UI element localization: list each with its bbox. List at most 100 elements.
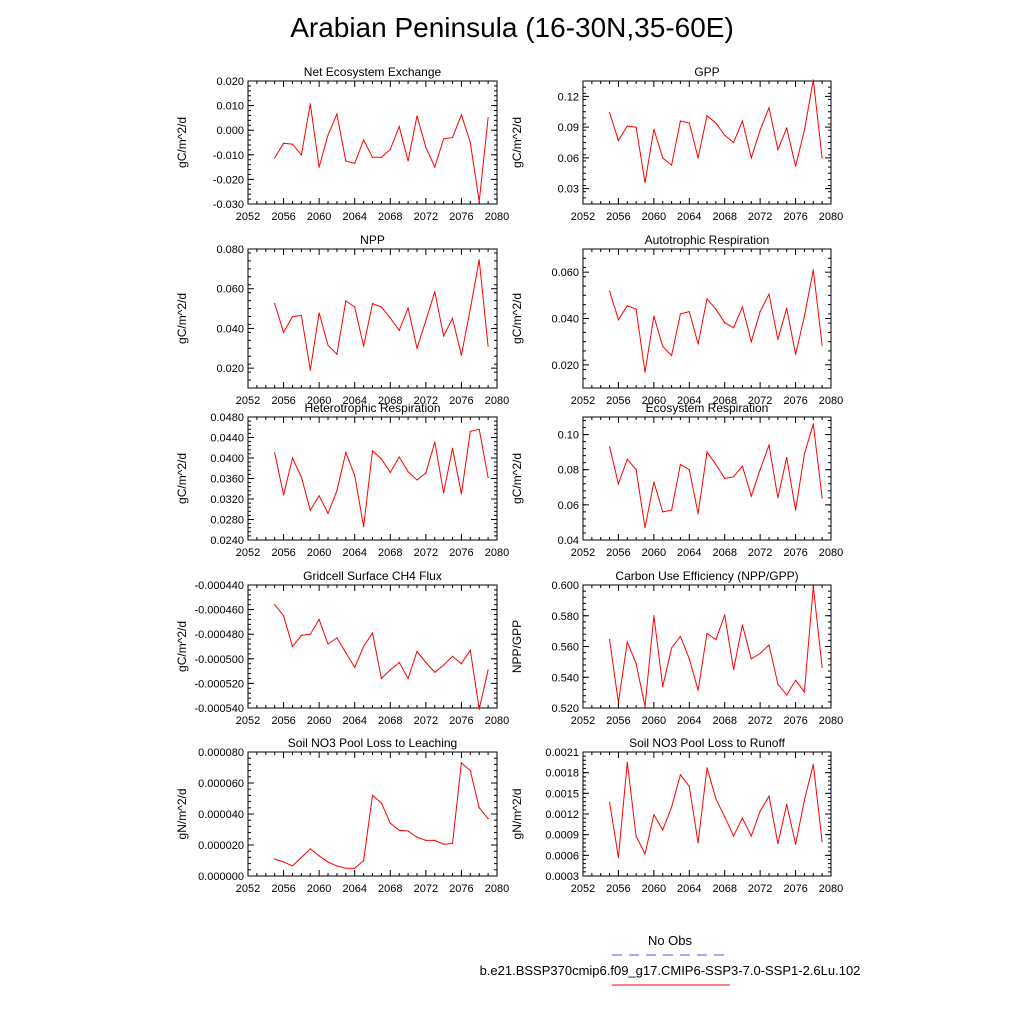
data-point xyxy=(291,865,294,867)
data-point xyxy=(759,810,761,812)
data-point xyxy=(354,162,356,165)
data-point xyxy=(371,632,374,634)
data-point xyxy=(750,495,752,497)
x-tick-label: 2060 xyxy=(642,547,666,559)
x-tick-label: 2064 xyxy=(342,715,366,727)
data-point xyxy=(336,490,338,492)
data-point xyxy=(389,317,391,319)
data-point xyxy=(345,652,347,654)
y-axis-label: gN/m^2/d xyxy=(175,789,189,840)
x-tick-label: 2068 xyxy=(712,395,736,407)
data-point xyxy=(309,633,311,635)
data-point xyxy=(300,856,302,859)
panel-title: GPP xyxy=(694,65,719,79)
series-line xyxy=(274,103,489,202)
x-tick-label: 2056 xyxy=(606,715,630,727)
data-point xyxy=(670,806,673,808)
data-point xyxy=(688,310,690,313)
plot-frame xyxy=(582,80,832,205)
data-point xyxy=(336,353,338,355)
data-point xyxy=(487,669,489,671)
data-point xyxy=(460,663,463,665)
data-point xyxy=(662,829,664,831)
y-tick-label: 0.580 xyxy=(551,611,579,623)
x-tick-label: 2060 xyxy=(642,715,666,727)
data-point xyxy=(478,428,480,430)
x-tick-label: 2052 xyxy=(236,395,260,407)
y-axis-label: gC/m^2/d xyxy=(510,453,524,504)
data-point xyxy=(380,802,382,804)
data-point xyxy=(794,843,797,845)
data-point xyxy=(715,122,717,124)
x-tick-label: 2056 xyxy=(606,547,630,559)
data-point xyxy=(732,327,735,329)
data-point xyxy=(309,509,311,511)
plot-frame xyxy=(247,80,498,205)
data-point xyxy=(670,509,673,511)
y-tick-label: 0.000000 xyxy=(198,871,244,883)
y-tick-label: 0.0021 xyxy=(545,747,579,759)
data-point xyxy=(697,157,699,159)
series-line xyxy=(609,269,823,373)
x-tick-label: 2076 xyxy=(783,883,807,895)
panel-9: 2052 2056 2060 2064 2068 2072 2076 2080 0.0003 0.… xyxy=(510,736,843,895)
x-tick-label: 2080 xyxy=(819,547,843,559)
panel-3: 2052 2056 2060 2064 2068 2072 2076 2080 0.020 0.0… xyxy=(510,233,843,407)
y-tick-label: 0.080 xyxy=(216,244,244,256)
y-axis-label: gC/m^2/d xyxy=(510,117,524,168)
data-point xyxy=(724,322,726,324)
series-line xyxy=(274,259,489,371)
x-tick-label: 2076 xyxy=(449,547,473,559)
panel-6: 2052 2056 2060 2064 2068 2072 2076 2080 -0.00054… xyxy=(175,569,509,727)
data-point xyxy=(443,492,445,494)
series-line xyxy=(609,586,823,707)
data-point xyxy=(291,645,294,648)
plot-frame xyxy=(247,248,498,389)
data-point xyxy=(803,129,806,131)
data-point xyxy=(821,666,823,668)
data-point xyxy=(460,114,463,116)
data-point xyxy=(812,763,814,766)
data-point xyxy=(617,319,620,321)
data-point xyxy=(715,308,717,310)
y-tick-label: 0.0003 xyxy=(545,871,579,883)
x-tick-label: 2072 xyxy=(414,547,438,559)
data-point xyxy=(697,343,699,345)
data-point xyxy=(617,856,620,859)
x-tick-label: 2060 xyxy=(307,883,331,895)
data-point xyxy=(300,634,302,637)
panel-1: 2052 2056 2060 2064 2068 2072 2076 2080 0.03 0.06… xyxy=(510,65,843,223)
data-point xyxy=(318,618,320,621)
data-point xyxy=(336,637,338,639)
data-point xyxy=(724,614,726,616)
data-point xyxy=(398,125,400,128)
data-point xyxy=(759,652,761,655)
data-point xyxy=(451,136,454,139)
x-tick-label: 2072 xyxy=(414,883,438,895)
x-tick-label: 2072 xyxy=(414,211,438,223)
data-point xyxy=(679,774,682,776)
data-point xyxy=(487,117,489,119)
x-tick-label: 2056 xyxy=(271,395,295,407)
data-point xyxy=(777,683,779,685)
data-point xyxy=(759,469,761,471)
data-point xyxy=(617,139,620,142)
x-tick-label: 2052 xyxy=(571,211,595,223)
x-tick-label: 2080 xyxy=(485,211,509,223)
data-point xyxy=(768,444,770,446)
data-point xyxy=(768,107,770,109)
data-point xyxy=(416,115,418,117)
series-line xyxy=(609,762,823,858)
data-point xyxy=(812,269,814,271)
panel-4: 2052 2056 2060 2064 2068 2072 2076 2080 0.0240 0.… xyxy=(175,401,509,559)
y-tick-label: -0.000440 xyxy=(194,580,244,592)
data-point xyxy=(425,472,427,474)
data-point xyxy=(443,138,445,140)
data-point xyxy=(469,430,471,432)
data-point xyxy=(741,817,744,819)
series-line xyxy=(274,761,489,869)
data-point xyxy=(487,476,489,479)
data-point xyxy=(724,477,726,480)
x-tick-label: 2056 xyxy=(271,715,295,727)
x-tick-label: 2052 xyxy=(236,715,260,727)
